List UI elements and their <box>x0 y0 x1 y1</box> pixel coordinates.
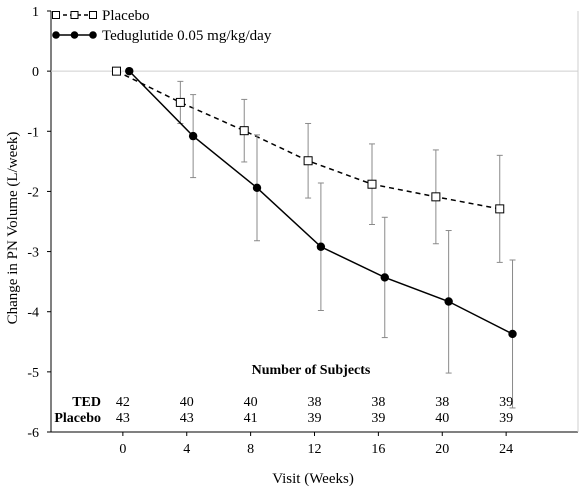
data-point <box>316 242 326 251</box>
subjects-count: 39 <box>371 411 385 426</box>
legend-marker <box>70 11 79 19</box>
y-tick-label: -6 <box>27 426 39 441</box>
x-axis-label: Visit (Weeks) <box>272 471 354 487</box>
series-placebo <box>111 66 505 263</box>
data-point <box>175 97 185 107</box>
x-tick-label: 12 <box>308 442 322 457</box>
y-tick-label: -5 <box>27 366 39 381</box>
subjects-count: 39 <box>308 411 322 426</box>
legend-marker <box>52 11 60 19</box>
subjects-count: 38 <box>371 395 385 410</box>
y-tick-label: 1 <box>32 5 39 20</box>
x-tick-label: 0 <box>119 442 126 457</box>
subjects-table-title: Number of Subjects <box>252 363 371 378</box>
subjects-count: 43 <box>180 411 194 426</box>
x-tick-label: 16 <box>371 442 385 457</box>
data-point <box>239 126 249 136</box>
legend-marker <box>52 31 60 39</box>
series-layer <box>111 66 517 409</box>
subjects-count: 39 <box>499 411 513 426</box>
x-tick-label: 20 <box>435 442 449 457</box>
subjects-count: 40 <box>180 395 194 410</box>
legend: Placebo Teduglutide 0.05 mg/kg/day <box>52 8 272 44</box>
y-tick-label: -2 <box>27 185 39 200</box>
subjects-row-ted: TED 42 40 40 38 38 38 39 <box>72 395 513 410</box>
subjects-count: 41 <box>244 411 258 426</box>
legend-entry-teduglutide: Teduglutide 0.05 mg/kg/day <box>52 28 272 44</box>
legend-marker <box>70 31 79 39</box>
legend-marker <box>89 11 97 19</box>
data-point <box>252 183 262 193</box>
subjects-row-placebo: Placebo 43 43 41 39 39 40 39 <box>54 411 513 426</box>
subjects-count: 40 <box>244 395 258 410</box>
y-tick-label: -3 <box>27 246 39 261</box>
y-tick-label: 0 <box>32 65 39 80</box>
data-point <box>125 66 134 76</box>
subjects-count: 39 <box>499 395 513 410</box>
data-point <box>495 204 505 214</box>
x-tick-label: 8 <box>247 442 254 457</box>
y-tick-label: -4 <box>27 306 39 321</box>
data-point <box>431 192 441 202</box>
subjects-count: 40 <box>435 411 449 426</box>
data-point <box>367 179 377 189</box>
subjects-count: 42 <box>116 395 130 410</box>
subjects-row-label: Placebo <box>54 411 101 426</box>
data-point <box>303 156 313 166</box>
axes: 1 0 -1 -2 -3 -4 -5 -6 0 4 8 12 16 20 24 <box>27 5 579 457</box>
subjects-count: 43 <box>116 411 130 426</box>
legend-marker <box>89 31 97 39</box>
subjects-count: 38 <box>435 395 449 410</box>
subjects-count: 38 <box>308 395 322 410</box>
data-point <box>111 66 121 76</box>
y-tick-label: -1 <box>27 125 39 140</box>
legend-entry-placebo: Placebo <box>52 8 149 24</box>
series-teduglutide <box>125 66 517 409</box>
x-tick-label: 24 <box>499 442 513 457</box>
legend-label: Placebo <box>102 8 149 24</box>
x-tick-label: 4 <box>183 442 190 457</box>
data-point <box>444 297 453 306</box>
data-point <box>188 131 198 141</box>
data-point <box>508 329 517 339</box>
legend-label: Teduglutide 0.05 mg/kg/day <box>102 28 272 44</box>
data-point <box>380 273 389 282</box>
y-axis-label: Change in PN Volume (L/week) <box>5 132 21 325</box>
subjects-row-label: TED <box>72 395 101 410</box>
